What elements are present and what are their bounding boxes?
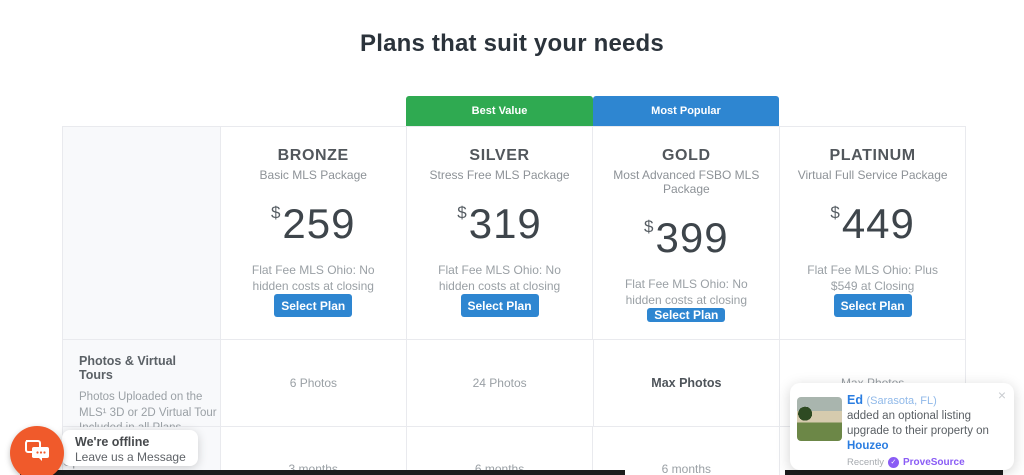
plan-note: Flat Fee MLS Ohio: Plus $549 at Closing	[807, 263, 938, 294]
currency-symbol: $	[270, 203, 281, 222]
select-plan-button-gold[interactable]: Select Plan	[647, 308, 726, 323]
currency-symbol: $	[457, 203, 467, 222]
plan-column-silver: SILVER Stress Free MLS Package $319 Flat…	[406, 127, 594, 339]
best-value-badge: Best Value	[406, 96, 593, 126]
plan-name: SILVER	[469, 147, 530, 164]
notification-header: Ed (Sarasota, FL)	[847, 393, 1004, 407]
plan-column-platinum: PLATINUM Virtual Full Service Package $4…	[780, 127, 967, 339]
feature-value: 6 Photos	[289, 376, 338, 390]
plan-name: GOLD	[662, 147, 711, 164]
notification-time: Recently	[847, 456, 884, 468]
provesource-check-icon: ✓	[887, 456, 899, 468]
feature-label: Photos & Virtual Tours	[79, 354, 177, 382]
chat-offline-tooltip[interactable]: We're offline Leave us a Message	[62, 430, 198, 466]
feature-value-bronze: 3 months	[220, 427, 407, 475]
chat-launcher-button[interactable]	[10, 426, 64, 475]
plan-price: $319	[457, 200, 542, 248]
feature-value: 6 months	[661, 461, 711, 475]
plan-note: Flat Fee MLS Ohio: No hidden costs at cl…	[251, 263, 375, 294]
price-value: 449	[841, 200, 915, 247]
houzeo-link[interactable]: Houzeo	[847, 439, 889, 452]
bottom-cutoff-bar	[785, 470, 1003, 475]
plan-column-gold: GOLD Most Advanced FSBO MLS Package $399…	[593, 127, 781, 339]
select-plan-button-platinum[interactable]: Select Plan	[833, 294, 912, 317]
plan-price: $259	[271, 200, 356, 248]
feature-value-gold: Max Photos	[593, 340, 781, 426]
price-value: 259	[282, 200, 356, 247]
notification-message-text: added an optional listing upgrade to the…	[847, 410, 989, 437]
feature-value-gold: 6 months	[593, 427, 781, 475]
feature-header-spacer	[63, 127, 221, 339]
chat-status-text: We're offline	[75, 435, 150, 449]
feature-value: 24 Photos	[472, 376, 527, 390]
plan-note: Flat Fee MLS Ohio: No hidden costs at cl…	[624, 277, 748, 308]
provesource-notification: × Ed (Sarasota, FL) added an optional li…	[790, 383, 1014, 475]
plan-column-bronze: BRONZE Basic MLS Package $259 Flat Fee M…	[220, 127, 407, 339]
feature-value: Max Photos	[651, 376, 722, 390]
feature-value-silver: 24 Photos	[406, 340, 594, 426]
plan-subtitle: Basic MLS Package	[259, 168, 367, 182]
provesource-link[interactable]: ProveSource	[902, 456, 965, 468]
price-value: 319	[468, 200, 542, 247]
plan-price: $449	[830, 200, 915, 248]
plan-subtitle: Virtual Full Service Package	[797, 168, 948, 182]
plan-price: $399	[644, 214, 729, 262]
plan-note: Flat Fee MLS Ohio: No hidden costs at cl…	[438, 263, 561, 294]
feature-value-bronze: 6 Photos	[221, 340, 407, 426]
pricing-table: BRONZE Basic MLS Package $259 Flat Fee M…	[62, 126, 967, 475]
feature-label-cell: Photos & Virtual Tours Photos Uploaded o…	[63, 340, 221, 434]
page-title: Plans that suit your needs	[360, 30, 664, 57]
feature-value-silver: 6 months	[406, 427, 594, 475]
currency-symbol: $	[644, 217, 654, 236]
close-icon[interactable]: ×	[997, 387, 1006, 403]
bottom-cutoff-bar	[20, 470, 625, 475]
chat-bubbles-icon	[22, 437, 52, 470]
select-plan-button-bronze[interactable]: Select Plan	[274, 294, 353, 317]
plan-subtitle: Stress Free MLS Package	[429, 168, 570, 182]
plan-header-row: BRONZE Basic MLS Package $259 Flat Fee M…	[63, 127, 967, 340]
plan-name: PLATINUM	[829, 147, 916, 164]
notification-user-name: Ed	[847, 393, 863, 407]
select-plan-button-silver[interactable]: Select Plan	[460, 294, 539, 317]
notification-message: added an optional listing upgrade to the…	[847, 409, 1004, 454]
currency-symbol: $	[830, 203, 840, 222]
chat-action-text: Leave us a Message	[75, 450, 186, 464]
notification-meta: Recently ✓ ProveSource	[847, 456, 1004, 468]
notification-user-location: (Sarasota, FL)	[866, 395, 937, 407]
price-value: 399	[655, 214, 729, 261]
plan-name: BRONZE	[277, 147, 349, 164]
most-popular-badge: Most Popular	[593, 96, 779, 126]
plan-subtitle: Most Advanced FSBO MLS Package	[613, 168, 760, 196]
property-thumbnail	[797, 397, 842, 441]
